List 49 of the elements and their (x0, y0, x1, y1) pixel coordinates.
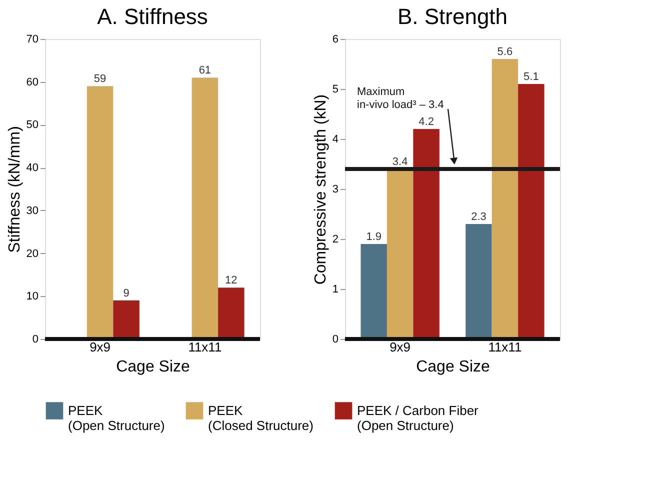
y-tick-label: 0 (332, 334, 338, 346)
y-tick-label: 4 (332, 134, 338, 146)
bar (386, 169, 414, 339)
bar (518, 84, 544, 339)
y-tick-label: 30 (26, 204, 38, 217)
x-tick-label: 11x11 (188, 340, 222, 354)
y-tick-label: 2 (332, 234, 338, 246)
data-label: 59 (94, 73, 106, 86)
bar (113, 300, 140, 339)
x-axis-title: Cage Size (416, 358, 490, 376)
x-axis-title: Cage Size (116, 358, 190, 376)
bar (492, 59, 518, 339)
data-label: 4.2 (418, 116, 434, 128)
x-tick-label: 9x9 (390, 340, 411, 354)
bar (192, 78, 218, 339)
data-label: 9 (123, 287, 130, 300)
y-tick-label: 0 (32, 334, 38, 346)
legend-label: PEEK (Open Structure) (68, 402, 165, 433)
data-label: 5.6 (497, 46, 513, 58)
y-tick-label: 20 (26, 248, 38, 260)
data-label: 61 (198, 64, 212, 77)
chart-title: A. Stiffness (97, 4, 208, 29)
y-tick-label: 60 (26, 76, 38, 88)
data-label: 2.3 (471, 211, 486, 223)
x-tick-label: 9x9 (90, 340, 111, 354)
x-tick-label: 11x11 (488, 340, 522, 354)
legend-label: PEEK (Closed Structure) (208, 402, 314, 433)
y-tick-label: 50 (26, 119, 38, 132)
bar (86, 86, 114, 339)
bar (466, 224, 492, 339)
y-tick-label: 70 (26, 34, 38, 46)
chart-title: B. Strength (397, 4, 508, 29)
y-tick-label: 1 (332, 284, 338, 296)
data-label: 3.4 (392, 156, 408, 168)
legend-label: PEEK / Carbon Fiber (Open Structure) (357, 402, 480, 433)
y-tick-label: 5 (332, 84, 338, 96)
bar (360, 244, 387, 339)
bar (413, 129, 440, 339)
y-axis-title: Compressive strength (kN) (312, 94, 330, 285)
y-tick-label: 40 (26, 162, 38, 174)
y-tick-label: 3 (332, 184, 338, 196)
data-label: 12 (225, 274, 238, 287)
data-label: 5.1 (524, 71, 539, 83)
ref-line-label: Maximum in-vivo load³ – 3.4 (357, 86, 444, 111)
y-axis-title: Stiffness (kN/mm) (6, 126, 24, 253)
data-label: 1.9 (366, 231, 382, 243)
y-tick-label: 6 (332, 34, 338, 46)
y-tick-label: 10 (26, 290, 38, 303)
bar (218, 288, 244, 339)
